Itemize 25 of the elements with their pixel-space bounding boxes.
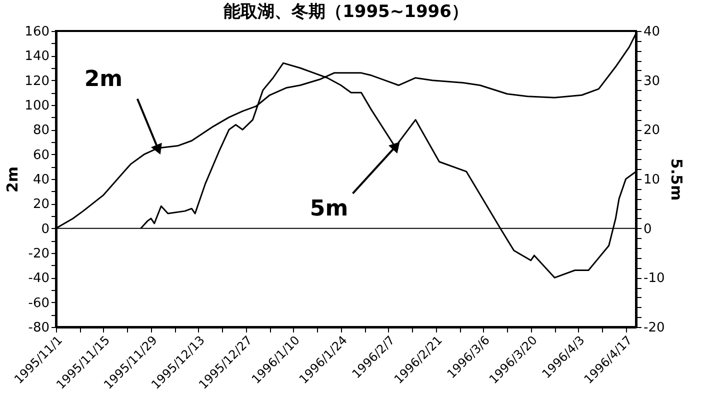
y-tick-label: -40 — [28, 271, 50, 286]
y-tick-label: 100 — [24, 98, 50, 114]
y2-tick-label: 20 — [644, 123, 660, 138]
y2-tick-label: 40 — [644, 24, 660, 40]
y-tick-label: 60 — [32, 148, 50, 163]
y2-tick-label: -20 — [644, 320, 665, 336]
y2-tick-label: -10 — [644, 271, 665, 286]
y-tick-label: 40 — [32, 172, 50, 188]
y-tick-label: 140 — [24, 49, 50, 64]
y2-tick-label: 0 — [644, 222, 652, 237]
y-tick-label: 20 — [32, 197, 50, 212]
y-tick-label: -80 — [28, 320, 50, 336]
y2-axis-title: 5.5m — [668, 158, 686, 201]
y-tick-label: -60 — [28, 296, 50, 311]
y-tick-label: 120 — [24, 74, 50, 89]
y-tick-label: -20 — [28, 246, 50, 262]
annotation: 2m — [84, 67, 123, 92]
annotation: 5m — [310, 196, 348, 222]
y-tick-label: 0 — [41, 222, 50, 237]
y-tick-label: 80 — [32, 123, 50, 138]
y2-tick-label: 10 — [644, 172, 660, 188]
y2-tick-label: 30 — [644, 74, 660, 89]
y-axis-title: 2m — [4, 166, 22, 193]
chart-title: 能取湖、冬期（1995~1996） — [224, 2, 468, 22]
y-tick-label: 160 — [24, 24, 50, 40]
